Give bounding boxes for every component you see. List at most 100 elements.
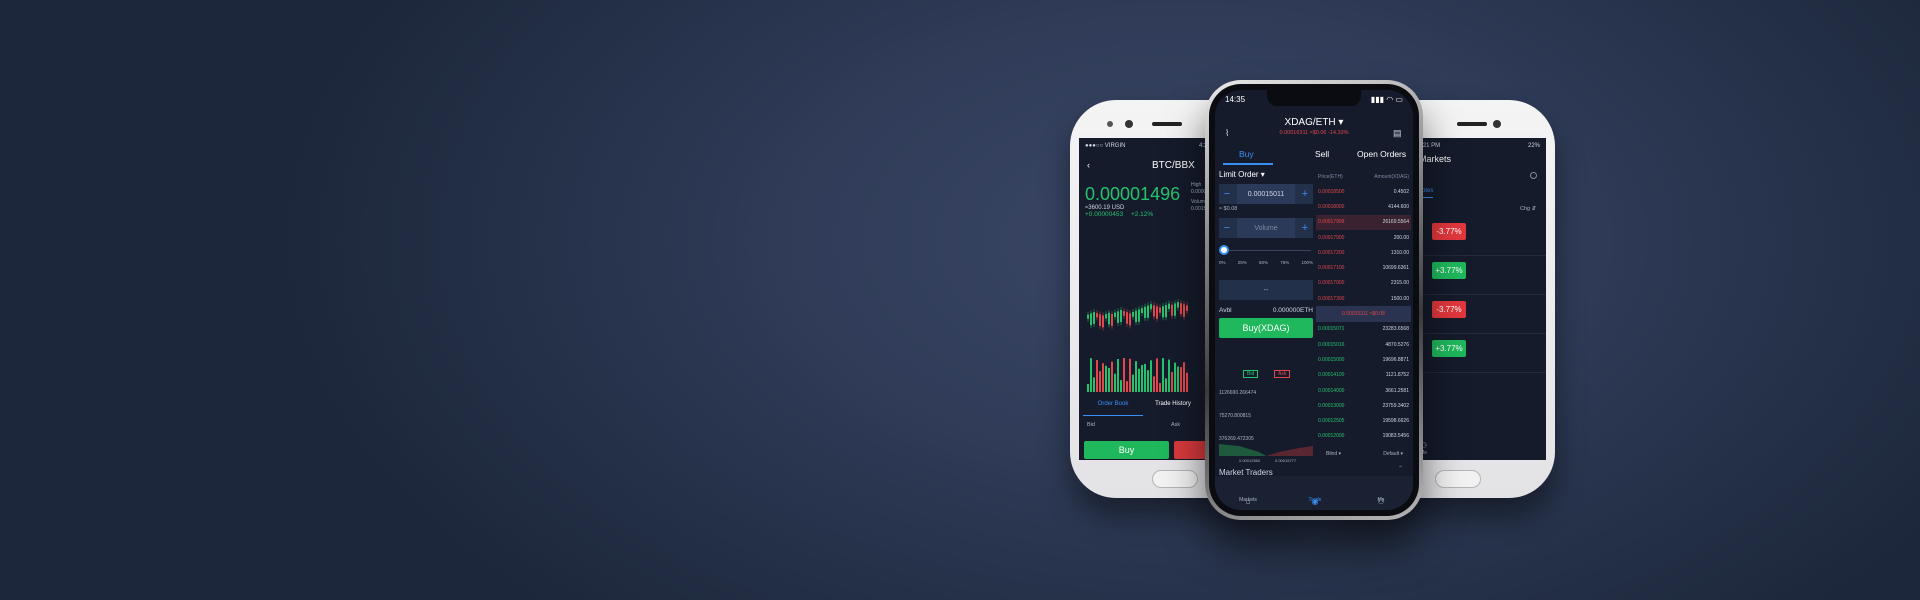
volume-bar	[1150, 360, 1152, 392]
ob-price: 0.00017300	[1318, 295, 1345, 302]
collapse-icon[interactable]: ⌃	[1398, 466, 1404, 472]
candle	[1105, 314, 1107, 319]
minus-icon[interactable]: −	[1223, 222, 1231, 234]
plus-icon[interactable]: +	[1301, 188, 1309, 200]
order-book-row[interactable]: 0.00018000 4144.600	[1316, 199, 1411, 214]
depth-axis-high: 0.00015777	[1275, 458, 1297, 463]
user-icon: ⚇	[1420, 441, 1428, 450]
ob-price: 0.00015016	[1318, 341, 1345, 348]
price-stepper[interactable]: − 0.00015011 +	[1219, 184, 1313, 204]
order-book-row[interactable]: 0.00017000 2315.00	[1316, 276, 1411, 291]
candle	[1093, 312, 1095, 324]
bids-list: 0.00015071 23283.6568 0.00015016 4870.5276 0…	[1316, 322, 1411, 444]
order-book-row[interactable]: 0.00017999 26169.5564	[1316, 214, 1411, 230]
order-book-row[interactable]: 0.00012000 19083.5456	[1316, 429, 1411, 444]
order-book-row[interactable]: 0.00017200 1310.00	[1316, 245, 1411, 260]
candle	[1153, 305, 1155, 317]
ob-price: 0.00017900	[1318, 234, 1345, 241]
back-icon[interactable]: ‹	[1087, 160, 1090, 170]
ob-amount: 26169.5564	[1382, 219, 1409, 226]
minus-icon[interactable]: −	[1223, 188, 1231, 200]
order-book-row[interactable]: 0.00015000 19696.8871	[1316, 352, 1411, 367]
order-type-select[interactable]: Limit Order ▾	[1219, 170, 1265, 179]
volume-value: 0.0015	[1191, 206, 1207, 212]
close-icon[interactable]	[1530, 172, 1537, 179]
tab-quotes[interactable]: Quotes	[1414, 188, 1434, 198]
volume-bar	[1141, 365, 1143, 392]
pct-100[interactable]: 100%	[1301, 260, 1313, 265]
depth-select[interactable]: Blind ▾	[1326, 450, 1342, 457]
volume-bar	[1093, 377, 1095, 392]
mid-price-value: 0.00015311 ≈$0.08	[1342, 311, 1385, 318]
sell-button[interactable]	[1174, 441, 1214, 459]
chart-icon[interactable]: ⌇	[1225, 128, 1230, 138]
buy-button[interactable]: Buy	[1084, 441, 1169, 459]
ob-amount: 19696.8871	[1382, 356, 1409, 363]
candle	[1156, 306, 1158, 319]
order-book-row[interactable]: 0.00018500 0.4502	[1316, 184, 1411, 199]
pct-50[interactable]: 50%	[1258, 260, 1268, 265]
order-book-header: Price(ETH) Amount(XDAG)	[1316, 170, 1411, 184]
volume-input[interactable]: Volume	[1237, 218, 1295, 238]
tab-buy[interactable]: Buy	[1239, 149, 1254, 159]
order-book-row[interactable]: 0.00014100 1121.8752	[1316, 368, 1411, 383]
price-input[interactable]: 0.00015011	[1237, 184, 1295, 204]
speaker	[1152, 122, 1182, 126]
volume-bar	[1165, 378, 1167, 392]
volume-bar	[1159, 382, 1161, 392]
volume-bar	[1087, 384, 1089, 392]
change-badge: +3.77%	[1432, 262, 1466, 279]
signal-icon: ●●●○○	[1085, 143, 1104, 149]
ask-label: Ask	[1171, 422, 1181, 428]
volume-stepper[interactable]: − Volume +	[1219, 218, 1313, 238]
tab-sell[interactable]: Sell	[1315, 149, 1330, 159]
bid-label: Bid	[1087, 422, 1095, 428]
ob-price: 0.00017000	[1318, 280, 1345, 287]
last-price: 0.00001496	[1085, 184, 1181, 204]
order-book-row[interactable]: 0.00017100 10699.6361	[1316, 260, 1411, 275]
candle	[1102, 315, 1104, 328]
candlestick-chart[interactable]	[1083, 254, 1191, 404]
order-book-row[interactable]: 0.00012505 19598.6626	[1316, 413, 1411, 428]
price-change: +0.00000453	[1085, 211, 1124, 218]
ob-price: 0.00017100	[1318, 265, 1345, 272]
order-book-footer: Blind ▾ Default ▾	[1316, 446, 1411, 461]
tab-trade-history[interactable]: Trade History	[1155, 401, 1191, 407]
candle	[1162, 306, 1164, 318]
ob-price-header: Price(ETH)	[1318, 174, 1343, 180]
carrier: VIRGIN	[1104, 143, 1126, 149]
buy-xdag-button[interactable]: Buy(XDAG)	[1219, 318, 1313, 338]
candle	[1117, 311, 1119, 323]
default-select[interactable]: Default ▾	[1383, 450, 1403, 457]
ob-amount: 10699.6361	[1382, 265, 1409, 272]
volume-bar	[1174, 362, 1176, 392]
col-chg[interactable]: Chg ⇵	[1520, 206, 1537, 212]
ob-price: 0.00012505	[1318, 418, 1345, 425]
ob-price: 0.00013000	[1318, 402, 1345, 409]
clipboard-icon[interactable]: ▤	[1393, 128, 1402, 138]
status-bar: 14:35 ▮▮▮ ◠ ▭	[1215, 95, 1413, 104]
pct-75[interactable]: 75%	[1280, 260, 1290, 265]
order-book-row[interactable]: 0.00017300 1500.00	[1316, 291, 1411, 306]
trade-icon: ◉	[1311, 497, 1319, 506]
tab-order-book[interactable]: Order Book	[1083, 396, 1143, 416]
ob-price: 0.00018500	[1318, 188, 1345, 195]
pair-selector[interactable]: XDAG/ETH ▾	[1284, 117, 1344, 128]
tab-open-orders[interactable]: Open Orders	[1357, 149, 1407, 159]
order-book-row[interactable]: 0.00015016 4870.5276	[1316, 337, 1411, 352]
order-tabs: Order Book Trade History	[1083, 396, 1301, 416]
volume-bar	[1147, 370, 1149, 392]
order-book-row[interactable]: 0.00014000 3661.2581	[1316, 383, 1411, 398]
ask-badge: Ask	[1274, 370, 1291, 378]
order-book-row[interactable]: 0.00013000 23759.3402	[1316, 398, 1411, 413]
order-book-row[interactable]: 0.00017900 200.00	[1316, 230, 1411, 245]
plus-icon[interactable]: +	[1301, 222, 1309, 234]
candle	[1090, 313, 1092, 326]
time: 14:35	[1225, 95, 1246, 104]
order-book-row[interactable]: 0.00015071 23283.6568	[1316, 322, 1411, 337]
nav-me[interactable]: ⚇ Me	[1420, 441, 1427, 456]
pct-0[interactable]: 0%	[1219, 260, 1226, 265]
slider-handle[interactable]	[1219, 245, 1229, 255]
ob-amount: 0.4502	[1393, 188, 1409, 195]
pct-25[interactable]: 25%	[1237, 260, 1247, 265]
